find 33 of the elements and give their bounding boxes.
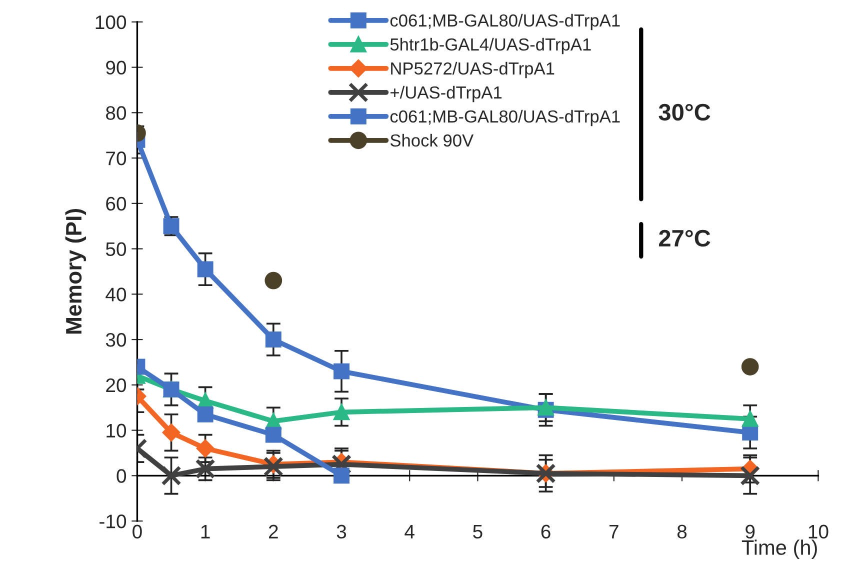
y-axis-title: Memory (PI) xyxy=(65,208,86,334)
y-tick-label: 20 xyxy=(106,378,126,392)
y-tick-label: 90 xyxy=(106,60,126,75)
y-tick-label: 80 xyxy=(106,106,126,120)
x-tick-label: 5 xyxy=(473,524,482,539)
x-tick-label: 8 xyxy=(677,524,687,539)
y-tick-label: 0 xyxy=(116,469,126,483)
legend-label: NP5272/UAS-dTrpA1 xyxy=(391,62,554,78)
x-tick-label: 7 xyxy=(609,524,618,538)
legend-label: c061;MB-GAL80/UAS-dTrpA1 xyxy=(390,110,620,126)
y-tick-label: 40 xyxy=(106,288,126,302)
y-tick-label: 60 xyxy=(106,196,126,211)
x-tick-label: 4 xyxy=(404,524,414,538)
x-tick-label: 3 xyxy=(336,524,346,539)
legend-label: +/UAS-dTrpA1 xyxy=(390,86,502,102)
x-tick-label: 9 xyxy=(746,524,755,539)
x-tick-label: 2 xyxy=(268,524,278,538)
x-tick-label: 1 xyxy=(201,524,210,538)
legend-label: 5htr1b-GAL4/UAS-dTrpA1 xyxy=(390,38,591,54)
annotation: 30°C xyxy=(658,104,710,121)
annotation: 27°C xyxy=(658,230,710,247)
y-tick-label: 50 xyxy=(106,242,126,256)
y-tick-label: 30 xyxy=(106,333,126,347)
x-tick-label: 10 xyxy=(808,524,828,539)
x-tick-label: 6 xyxy=(541,524,550,539)
x-tick-label: 0 xyxy=(132,524,142,539)
x-axis-title: Time (h) xyxy=(742,540,817,560)
y-tick-label: 70 xyxy=(106,152,126,166)
y-tick-label: -10 xyxy=(100,514,126,528)
legend-label: c061;MB-GAL80/UAS-dTrpA1 xyxy=(390,14,620,30)
y-tick-label: 10 xyxy=(106,424,126,438)
legend-label: Shock 90V xyxy=(390,134,474,147)
y-tick-label: 100 xyxy=(96,15,126,30)
